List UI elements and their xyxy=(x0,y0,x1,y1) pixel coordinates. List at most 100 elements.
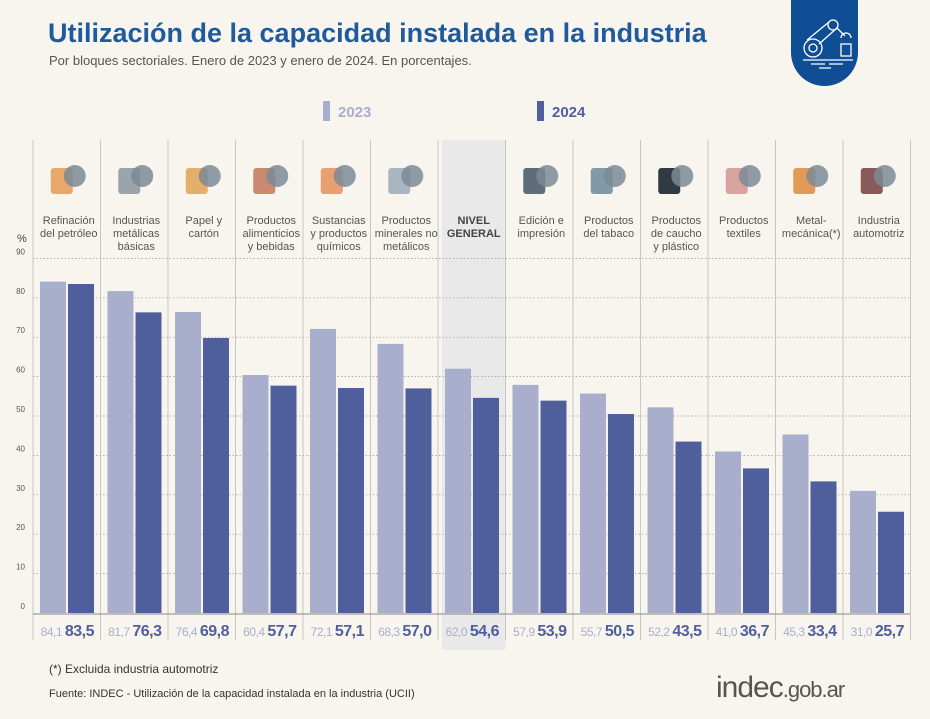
category-icon-4 xyxy=(320,165,356,194)
source-note: Fuente: INDEC - Utilización de la capaci… xyxy=(49,688,415,700)
bar-2024 xyxy=(810,481,837,613)
category-label: de caucho xyxy=(651,228,702,240)
bar-2024 xyxy=(540,400,567,613)
category-label: alimenticios xyxy=(243,228,301,240)
bar-2024 xyxy=(270,385,297,613)
data-label-2023: 41,0 xyxy=(716,625,738,639)
category-label: del petróleo xyxy=(40,228,98,240)
bar-2024 xyxy=(68,284,94,613)
data-label-2024: 54,6 xyxy=(470,623,500,640)
y-tick-label: 40 xyxy=(16,444,25,453)
data-label-2023: 31,0 xyxy=(851,625,873,639)
legend-label-2023: 2023 xyxy=(338,104,371,121)
bar-2023 xyxy=(715,451,741,613)
category-label: Industria xyxy=(858,215,901,227)
icon-shape xyxy=(671,165,694,187)
bar-2024 xyxy=(878,511,904,613)
data-label-2023: 76,4 xyxy=(176,625,198,639)
bar-2023 xyxy=(175,311,201,613)
data-label-2023: 84,1 xyxy=(41,625,63,639)
page-subtitle: Por bloques sectoriales. Enero de 2023 y… xyxy=(49,53,472,68)
category-label: Industrias xyxy=(112,215,160,227)
category-label: metálicos xyxy=(383,241,430,253)
bar-2023 xyxy=(242,375,269,613)
category-icon-5 xyxy=(388,165,424,194)
bar-2023 xyxy=(850,490,876,613)
logo-suffix: .gob.ar xyxy=(782,677,845,702)
data-label-2024: 69,8 xyxy=(200,623,230,640)
data-label-2023: 72,1 xyxy=(311,625,333,639)
data-label-2023: 68,3 xyxy=(378,625,400,639)
logo-main: indec xyxy=(716,671,784,704)
y-tick-label: 0 xyxy=(21,602,26,611)
category-label: automotriz xyxy=(853,228,904,240)
category-label: Papel y xyxy=(185,215,222,227)
category-label: y bebidas xyxy=(248,241,296,253)
category-label: Productos xyxy=(584,215,634,227)
icon-shape xyxy=(63,165,86,187)
y-tick-label: 90 xyxy=(16,247,25,256)
category-icon-7 xyxy=(523,165,559,194)
category-label: NIVEL xyxy=(458,215,491,227)
category-label: Metal- xyxy=(796,215,827,227)
bar-2023 xyxy=(512,384,539,613)
bar-2023 xyxy=(782,434,809,613)
category-label: Productos xyxy=(246,215,296,227)
data-label-2024: 76,3 xyxy=(132,623,162,640)
y-tick-label: 30 xyxy=(16,484,25,493)
data-label-2024: 83,5 xyxy=(65,623,95,640)
data-label-2024: 57,7 xyxy=(267,623,297,640)
category-icon-12 xyxy=(860,165,896,194)
bar-2024 xyxy=(473,397,499,613)
bar-2024 xyxy=(135,312,162,613)
category-label: Sustancias xyxy=(312,215,366,227)
category-label: minerales no xyxy=(375,228,438,240)
category-label: del tabaco xyxy=(583,228,634,240)
category-icon-10 xyxy=(725,165,761,194)
data-label-2023: 52,2 xyxy=(648,625,670,639)
data-label-2023: 81,7 xyxy=(108,625,130,639)
bar-2023 xyxy=(377,343,404,613)
bar-2024 xyxy=(405,388,432,613)
y-tick-label: 60 xyxy=(16,366,25,375)
category-label: Productos xyxy=(651,215,701,227)
icon-shape xyxy=(603,165,626,187)
icon-shape xyxy=(131,165,154,187)
data-label-2024: 36,7 xyxy=(740,623,770,640)
bar-2023 xyxy=(107,291,134,613)
category-label: Refinación xyxy=(43,215,95,227)
bar-2024 xyxy=(608,414,634,613)
bar-2024 xyxy=(338,388,364,613)
bar-2023 xyxy=(580,393,606,613)
robot-arm-icon xyxy=(803,19,853,69)
icon-shape xyxy=(873,165,896,187)
icon-shape xyxy=(198,165,221,187)
category-label: mecánica(*) xyxy=(782,228,841,240)
icon-shape xyxy=(401,165,424,187)
icon-shape xyxy=(806,165,829,187)
category-label: GENERAL xyxy=(447,228,501,240)
icon-shape xyxy=(333,165,356,187)
legend-swatch-2023 xyxy=(323,101,330,121)
data-label-2024: 57,0 xyxy=(402,623,432,640)
legend-swatch-2024 xyxy=(537,101,544,121)
indec-logo[interactable]: indec.gob.ar xyxy=(716,671,845,705)
data-label-2024: 33,4 xyxy=(807,623,837,640)
bar-2024 xyxy=(203,337,229,613)
icon-shape xyxy=(738,165,761,187)
data-label-2024: 50,5 xyxy=(605,623,635,640)
y-tick-label: 10 xyxy=(16,563,25,572)
category-icon-2 xyxy=(185,165,221,194)
data-label-2024: 25,7 xyxy=(875,623,905,640)
data-label-2023: 55,7 xyxy=(581,625,603,639)
category-icon-8 xyxy=(590,165,626,194)
category-label: básicas xyxy=(118,241,156,253)
category-label: cartón xyxy=(188,228,219,240)
category-icon-9 xyxy=(658,165,694,194)
category-icon-0 xyxy=(50,165,86,194)
y-tick-label: 20 xyxy=(16,523,25,532)
bar-2023 xyxy=(310,328,336,613)
legend-label-2024: 2024 xyxy=(552,104,586,121)
data-label-2024: 43,5 xyxy=(672,623,702,640)
page-title: Utilización de la capacidad instalada en… xyxy=(48,18,707,48)
